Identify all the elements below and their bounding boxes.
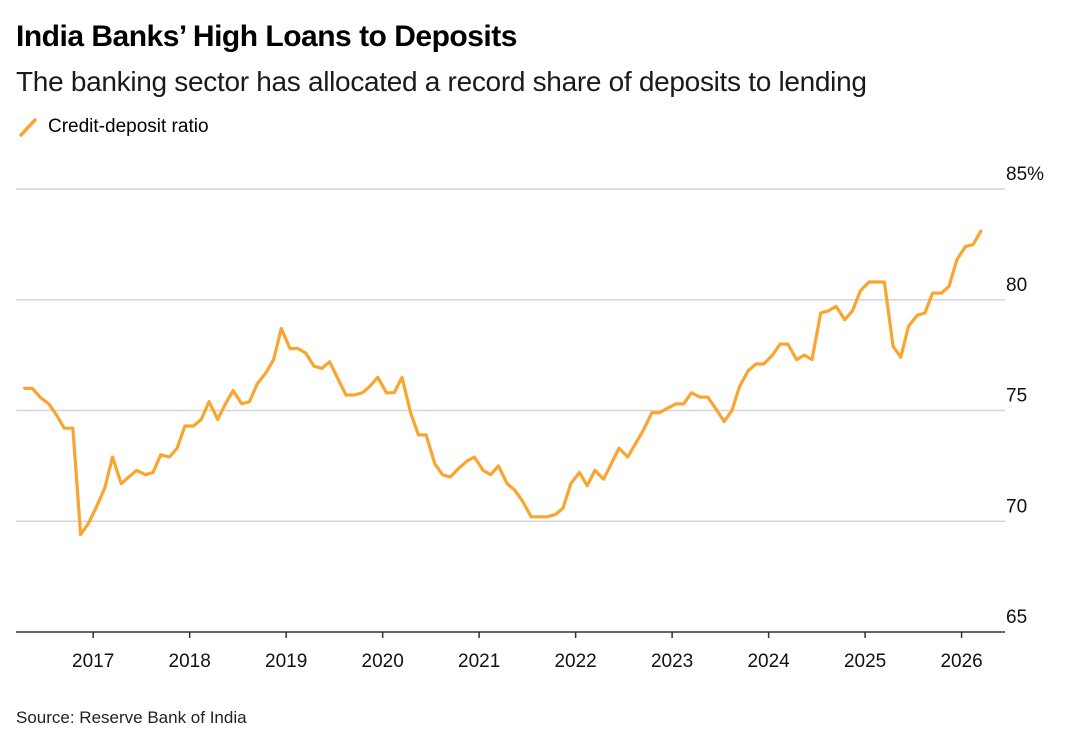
legend-line-swatch-icon bbox=[19, 118, 37, 137]
y-tick-label-85: 85% bbox=[1006, 164, 1044, 185]
legend-label: Credit-deposit ratio bbox=[48, 116, 209, 137]
x-tick-label-2020: 2020 bbox=[362, 651, 404, 672]
y-tick-label-65: 65 bbox=[1006, 607, 1027, 628]
x-tick-label-2023: 2023 bbox=[651, 651, 693, 672]
x-tick-label-2025: 2025 bbox=[844, 651, 886, 672]
chart-title: India Banks’ High Loans to Deposits bbox=[16, 20, 517, 53]
series-line-credit-deposit-ratio bbox=[23, 229, 983, 537]
x-tick-label-2019: 2019 bbox=[265, 651, 307, 672]
y-tick-label-70: 70 bbox=[1006, 496, 1027, 517]
legend: Credit-deposit ratio bbox=[18, 114, 209, 140]
x-tick-label-2022: 2022 bbox=[554, 651, 596, 672]
x-tick-label-2024: 2024 bbox=[747, 651, 790, 672]
x-tick-label-2018: 2018 bbox=[169, 651, 211, 672]
x-tick-label-2021: 2021 bbox=[458, 651, 500, 672]
y-tick-label-75: 75 bbox=[1006, 386, 1027, 407]
y-tick-label-80: 80 bbox=[1006, 275, 1027, 296]
source-note: Source: Reserve Bank of India bbox=[16, 708, 247, 727]
x-tick-label-2017: 2017 bbox=[72, 651, 114, 672]
chart-subtitle: The banking sector has allocated a recor… bbox=[16, 66, 867, 97]
x-tick-label-2026: 2026 bbox=[940, 651, 982, 672]
